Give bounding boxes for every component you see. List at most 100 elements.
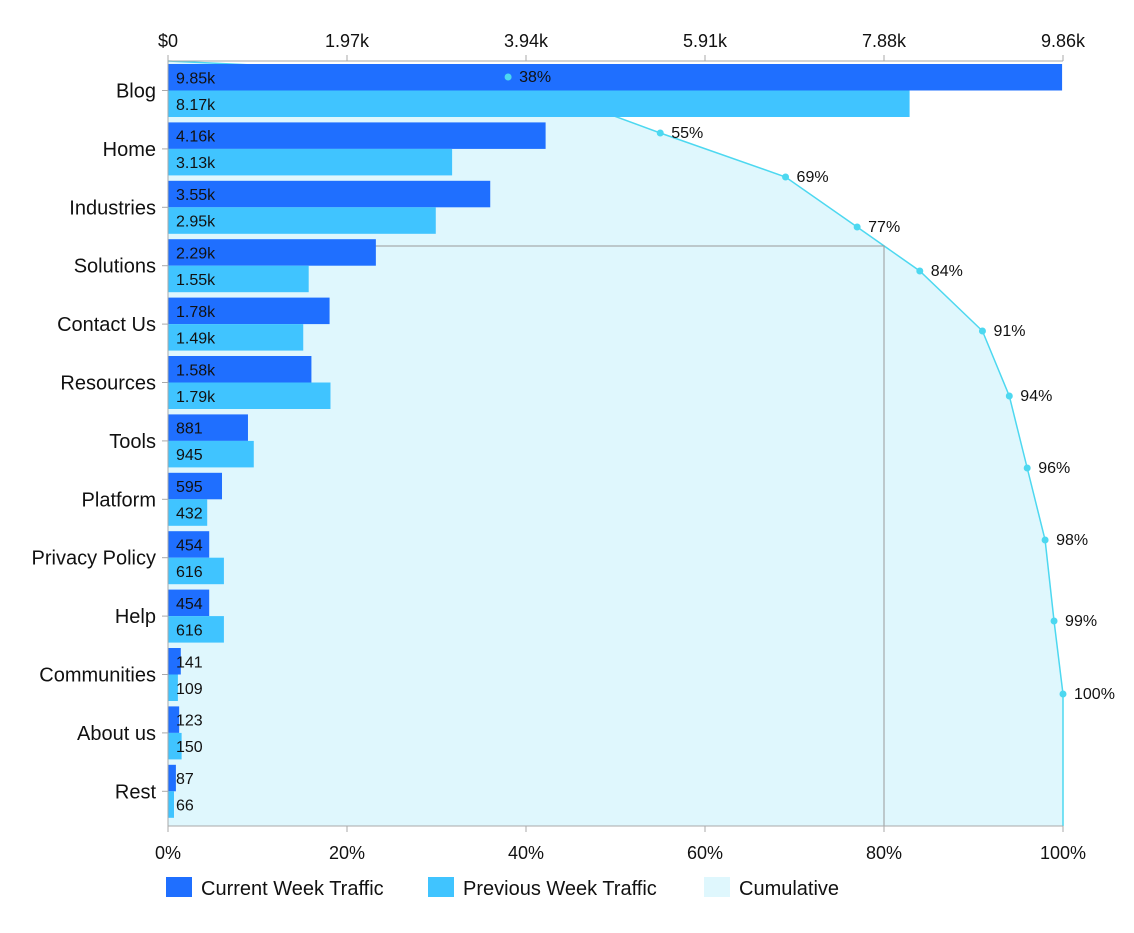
- category-label: Tools: [109, 431, 156, 453]
- bar-data-label: 87: [176, 771, 194, 788]
- cumulative-point: [504, 73, 512, 81]
- cumulative-label: 38%: [519, 69, 551, 86]
- bar-data-label: 945: [176, 447, 203, 464]
- cumulative-point: [1059, 690, 1067, 698]
- bar-data-label: 432: [176, 506, 203, 523]
- cumulative-area: [168, 61, 1063, 826]
- cumulative-point: [916, 267, 924, 275]
- top-tick-label: 1.97k: [325, 31, 370, 51]
- category-label: About us: [77, 723, 156, 745]
- legend-item: Previous Week Traffic: [463, 878, 657, 900]
- category-label: Industries: [69, 197, 156, 219]
- bar-data-label: 1.58k: [176, 362, 216, 379]
- bar-data-label: 8.17k: [176, 97, 216, 114]
- bar-data-label: 9.85k: [176, 70, 216, 87]
- category-label: Blog: [116, 81, 156, 103]
- cumulative-point: [656, 129, 664, 137]
- bar-data-label: 616: [176, 564, 203, 581]
- bar-data-label: 123: [176, 713, 203, 730]
- bar-current: [168, 706, 180, 733]
- category-label: Resources: [60, 373, 156, 395]
- cumulative-point: [1041, 536, 1049, 544]
- category-label: Rest: [115, 781, 157, 803]
- bar-data-label: 66: [176, 798, 194, 815]
- bar-data-label: 3.55k: [176, 187, 216, 204]
- bar-previous: [168, 207, 436, 234]
- bar-data-label: 454: [176, 596, 203, 613]
- bar-previous: [168, 324, 304, 351]
- bar-data-label: 2.95k: [176, 214, 216, 231]
- legend-swatch: [704, 877, 730, 897]
- bar-data-label: 2.29k: [176, 245, 216, 262]
- cumulative-label: 99%: [1065, 613, 1097, 630]
- cumulative-point: [853, 223, 861, 231]
- cumulative-label: 91%: [993, 323, 1025, 340]
- category-label: Help: [115, 606, 156, 628]
- bar-previous: [168, 382, 331, 409]
- cumulative-label: 77%: [868, 219, 900, 236]
- bar-data-label: 881: [176, 421, 203, 438]
- bar-current: [168, 297, 330, 325]
- bar-current: [168, 414, 248, 441]
- bar-previous: [168, 791, 174, 818]
- bar-data-label: 4.16k: [176, 129, 216, 146]
- bar-data-label: 3.13k: [176, 155, 216, 172]
- cumulative-label: 55%: [671, 125, 703, 142]
- cumulative-label: 96%: [1038, 460, 1070, 477]
- bar-data-label: 1.55k: [176, 272, 216, 289]
- category-label: Solutions: [74, 256, 156, 278]
- cumulative-label: 94%: [1020, 388, 1052, 405]
- legend-swatch: [428, 877, 454, 897]
- bar-data-label: 109: [176, 681, 203, 698]
- category-label: Contact Us: [57, 314, 156, 336]
- legend-swatch: [166, 877, 192, 897]
- cumulative-point: [782, 173, 790, 181]
- legend-item: Cumulative: [739, 878, 839, 900]
- category-label: Platform: [82, 489, 156, 511]
- cumulative-point: [978, 327, 986, 335]
- legend-item: Current Week Traffic: [201, 878, 384, 900]
- bar-data-label: 616: [176, 622, 203, 639]
- bar-current: [168, 239, 376, 266]
- bar-current: [168, 531, 210, 558]
- bar-previous: [168, 674, 178, 701]
- bar-previous: [168, 732, 182, 760]
- bar-data-label: 454: [176, 537, 203, 554]
- bar-current: [168, 589, 210, 617]
- bar-previous: [168, 499, 208, 526]
- bar-data-label: 1.49k: [176, 330, 216, 347]
- bar-data-label: 150: [176, 739, 203, 756]
- bar-previous: [168, 616, 224, 643]
- bar-data-label: 1.78k: [176, 304, 216, 321]
- reference-line-80: [168, 245, 885, 826]
- top-tick-label: 7.88k: [862, 31, 907, 51]
- bar-current: [168, 122, 546, 149]
- top-tick-label: 5.91k: [683, 31, 728, 51]
- cumulative-point: [1023, 464, 1031, 472]
- cumulative-point: [1050, 617, 1058, 625]
- bar-data-label: 141: [176, 654, 203, 671]
- bottom-tick-label: 60%: [687, 843, 723, 863]
- cumulative-label: 84%: [931, 263, 963, 280]
- bar-current: [168, 472, 223, 500]
- top-tick-label: 3.94k: [504, 31, 549, 51]
- bar-current: [168, 180, 491, 208]
- category-label: Communities: [39, 665, 156, 687]
- top-tick-label: $0: [158, 31, 178, 51]
- bar-data-label: 1.79k: [176, 389, 216, 406]
- bar-previous: [168, 265, 309, 293]
- bar-current: [168, 64, 1063, 91]
- cumulative-label: 69%: [797, 169, 829, 186]
- category-label: Home: [103, 139, 156, 161]
- bar-data-label: 595: [176, 479, 203, 496]
- bottom-tick-label: 80%: [866, 843, 902, 863]
- bar-current: [168, 356, 312, 383]
- bottom-tick-label: 0%: [155, 843, 181, 863]
- top-tick-label: 9.86k: [1041, 31, 1086, 51]
- bottom-tick-label: 40%: [508, 843, 544, 863]
- bar-current: [168, 648, 181, 675]
- bottom-tick-label: 100%: [1040, 843, 1086, 863]
- bar-previous: [168, 90, 910, 117]
- bar-previous: [168, 440, 254, 468]
